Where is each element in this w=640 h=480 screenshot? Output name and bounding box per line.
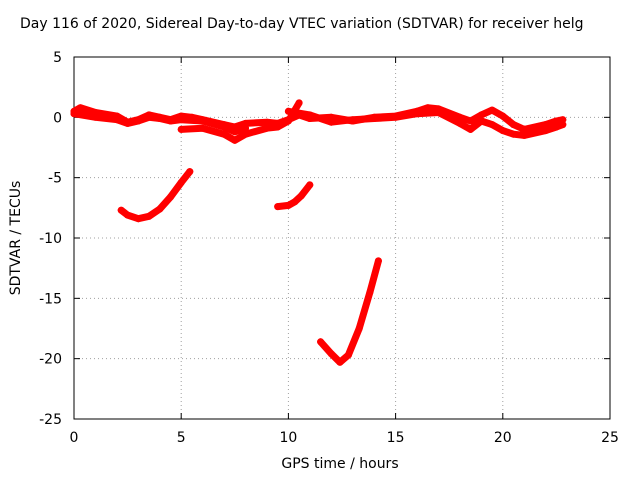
data-point <box>327 350 335 358</box>
x-tick-label: 20 <box>494 430 512 446</box>
data-point <box>145 113 153 121</box>
data-point <box>145 212 153 220</box>
data-point <box>231 136 239 144</box>
y-tick-label: 0 <box>53 110 62 126</box>
data-point <box>295 99 303 107</box>
data-point <box>186 168 194 176</box>
y-tick-label: -15 <box>39 291 62 307</box>
data-point <box>70 110 78 118</box>
data-point <box>220 123 228 131</box>
y-tick-label: -25 <box>39 412 62 428</box>
data-point <box>291 198 299 206</box>
data-point <box>542 127 550 135</box>
x-tick-label: 0 <box>70 430 79 446</box>
data-point <box>370 115 378 122</box>
series-arc-1 <box>117 168 194 223</box>
data-point <box>374 257 382 265</box>
data-point <box>284 117 292 125</box>
x-tick-label: 15 <box>387 430 405 446</box>
data-point <box>392 113 400 121</box>
data-point <box>134 215 142 223</box>
data-point <box>349 116 357 124</box>
data-point <box>284 201 292 209</box>
data-point <box>559 116 567 124</box>
series-band-b <box>177 99 303 144</box>
data-point <box>199 124 207 132</box>
y-tick-label: -10 <box>39 231 62 247</box>
data-point <box>510 121 517 129</box>
data-point <box>220 130 228 138</box>
data-point <box>199 117 207 125</box>
x-axis-label: GPS time / hours <box>281 456 399 472</box>
data-point <box>520 125 528 133</box>
data-point <box>167 193 174 201</box>
data-point <box>488 121 496 129</box>
series-band-c <box>284 107 567 139</box>
data-point <box>520 131 528 139</box>
data-point <box>467 125 475 133</box>
data-point <box>156 115 164 122</box>
data-point <box>413 110 421 118</box>
data-point <box>297 192 305 200</box>
series-arc-2 <box>274 181 314 211</box>
data-point <box>274 123 282 131</box>
data-point <box>499 112 507 120</box>
data-point <box>344 351 352 359</box>
data-series <box>70 99 567 366</box>
data-point <box>284 107 292 115</box>
y-axis-label: SDTVAR / TECUs <box>8 180 24 296</box>
data-point <box>167 117 174 125</box>
y-tick-label: -5 <box>48 171 62 187</box>
y-tick-label: -20 <box>39 352 62 368</box>
data-point <box>456 119 464 127</box>
y-axis-ticks: 5 0 -5 -10 -15 -20 -25 <box>39 50 610 428</box>
data-point <box>488 106 496 114</box>
data-point <box>306 181 314 189</box>
data-point <box>327 118 335 126</box>
series-line <box>284 107 567 139</box>
data-point <box>559 121 567 129</box>
data-point <box>274 203 282 211</box>
data-point <box>355 325 363 332</box>
series-line <box>317 257 382 366</box>
data-point <box>510 130 517 138</box>
data-point <box>306 111 314 119</box>
y-tick-label: 5 <box>53 50 62 66</box>
data-point <box>336 358 344 366</box>
data-point <box>552 123 560 131</box>
data-point <box>477 117 485 125</box>
data-point <box>177 179 185 186</box>
data-point <box>263 124 271 132</box>
data-point <box>499 127 507 135</box>
data-point <box>124 119 132 127</box>
x-tick-label: 5 <box>177 430 186 446</box>
x-axis-ticks: 0 5 10 15 20 25 <box>70 57 619 446</box>
data-point <box>477 111 485 119</box>
chart-title: Day 116 of 2020, Sidereal Day-to-day VTE… <box>20 16 584 32</box>
data-point <box>134 117 142 125</box>
data-point <box>366 288 374 296</box>
data-point <box>242 124 249 132</box>
series-line <box>117 168 194 223</box>
series-band-d <box>70 110 249 136</box>
series-arc-3 <box>317 257 382 366</box>
data-point <box>91 113 99 121</box>
data-point <box>117 206 125 214</box>
data-point <box>124 211 132 219</box>
data-point <box>113 116 121 124</box>
data-point <box>231 128 239 136</box>
data-point <box>467 117 475 125</box>
x-tick-label: 10 <box>279 430 297 446</box>
data-point <box>177 125 185 133</box>
data-point <box>177 116 185 124</box>
data-point <box>435 109 442 116</box>
data-point <box>424 104 432 112</box>
data-point <box>263 118 271 126</box>
x-tick-label: 25 <box>601 430 619 446</box>
data-point <box>317 338 325 346</box>
data-point <box>76 104 84 112</box>
data-point <box>156 205 164 213</box>
